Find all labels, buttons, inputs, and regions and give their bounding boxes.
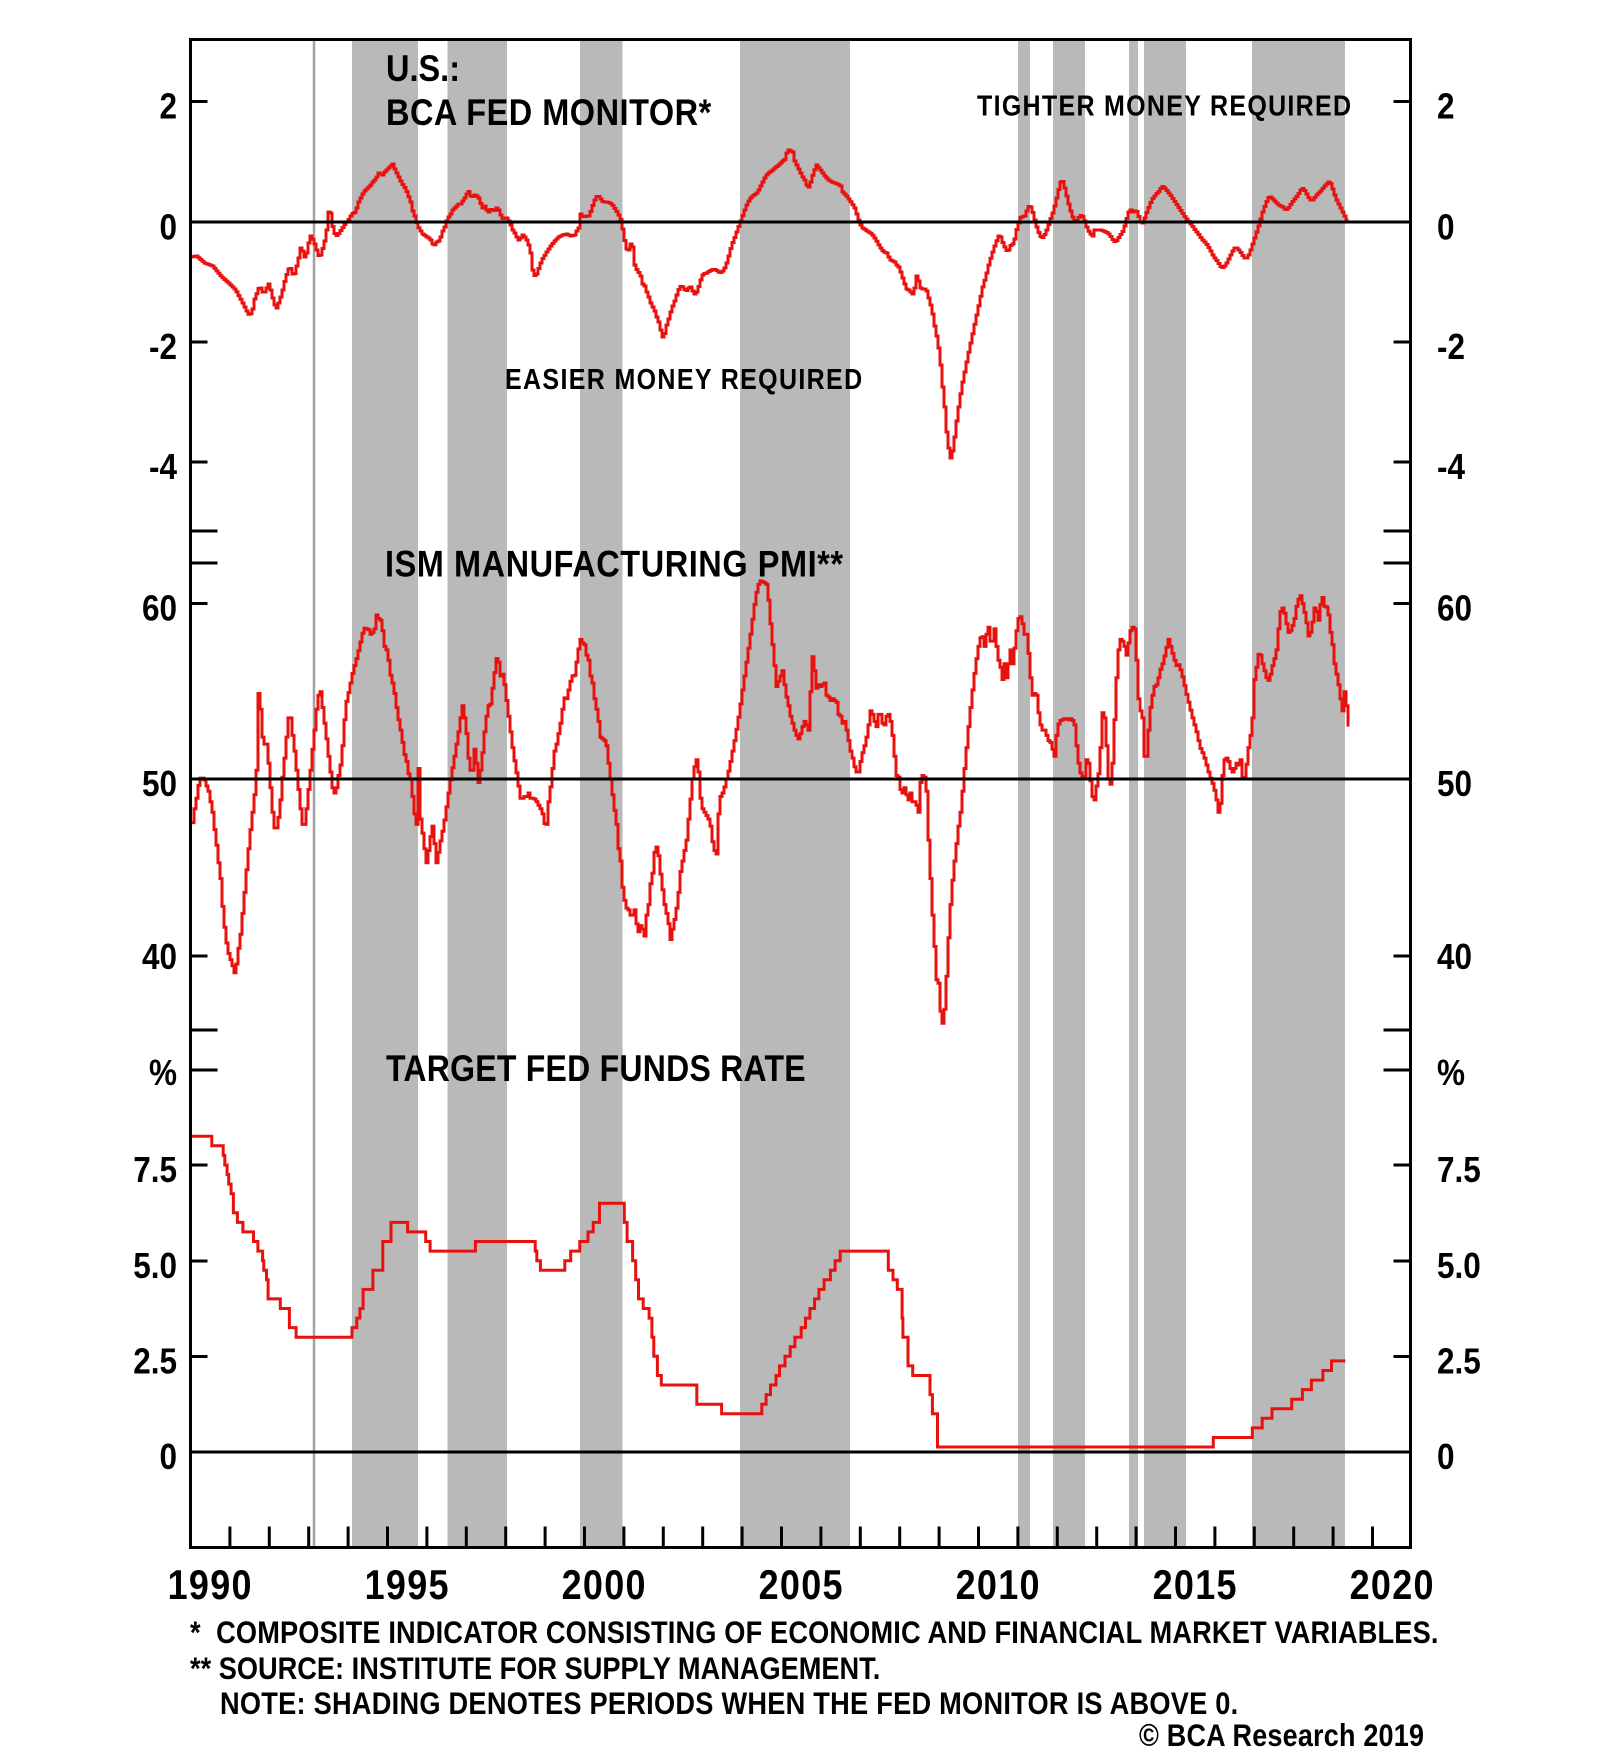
svg-text:2: 2: [1437, 86, 1455, 127]
svg-text:50: 50: [142, 764, 177, 805]
svg-text:%: %: [1437, 1053, 1465, 1094]
svg-text:60: 60: [1437, 588, 1472, 629]
svg-text:0: 0: [159, 1437, 177, 1478]
svg-text:© BCA Research 2019: © BCA Research 2019: [1139, 1719, 1424, 1753]
svg-text:-2: -2: [149, 327, 177, 368]
svg-text:40: 40: [142, 937, 177, 978]
svg-text:5.0: 5.0: [133, 1246, 177, 1287]
svg-text:0: 0: [1437, 207, 1455, 248]
svg-text:2015: 2015: [1153, 1563, 1238, 1609]
svg-text:60: 60: [142, 588, 177, 629]
svg-text:40: 40: [1437, 937, 1472, 978]
svg-text:BCA FED MONITOR*: BCA FED MONITOR*: [386, 92, 712, 134]
svg-text:U.S.:: U.S.:: [386, 48, 460, 90]
svg-text:0: 0: [1437, 1437, 1455, 1478]
svg-text:0: 0: [159, 207, 177, 248]
svg-text:-4: -4: [149, 447, 177, 488]
svg-text:** SOURCE: INSTITUTE FOR SUPPL: ** SOURCE: INSTITUTE FOR SUPPLY MANAGEME…: [190, 1651, 880, 1686]
svg-text:NOTE: SHADING DENOTES PERIODS: NOTE: SHADING DENOTES PERIODS WHEN THE F…: [220, 1686, 1238, 1721]
svg-text:2000: 2000: [562, 1563, 647, 1609]
svg-text:7.5: 7.5: [133, 1150, 177, 1191]
svg-text:5.0: 5.0: [1437, 1246, 1481, 1287]
svg-text:2.5: 2.5: [133, 1341, 177, 1382]
svg-text:-4: -4: [1437, 447, 1465, 488]
svg-text:7.5: 7.5: [1437, 1150, 1481, 1191]
svg-text:2010: 2010: [956, 1563, 1041, 1609]
svg-text:50: 50: [1437, 764, 1472, 805]
svg-text:2020: 2020: [1350, 1563, 1435, 1609]
svg-text:1995: 1995: [365, 1563, 450, 1609]
svg-text:* COMPOSITE INDICATOR CONSIST: * COMPOSITE INDICATOR CONSISTING OF ECON…: [190, 1615, 1439, 1650]
svg-text:2: 2: [159, 86, 177, 127]
svg-text:TIGHTER MONEY REQUIRED: TIGHTER MONEY REQUIRED: [977, 90, 1352, 122]
svg-text:2.5: 2.5: [1437, 1341, 1481, 1382]
svg-text:ISM MANUFACTURING PMI**: ISM MANUFACTURING PMI**: [385, 543, 844, 585]
svg-text:2005: 2005: [759, 1563, 844, 1609]
svg-text:TARGET FED FUNDS RATE: TARGET FED FUNDS RATE: [386, 1049, 806, 1090]
svg-text:-2: -2: [1437, 327, 1465, 368]
svg-text:1990: 1990: [168, 1563, 253, 1609]
svg-text:%: %: [149, 1053, 177, 1094]
svg-text:EASIER MONEY REQUIRED: EASIER MONEY REQUIRED: [505, 363, 863, 395]
